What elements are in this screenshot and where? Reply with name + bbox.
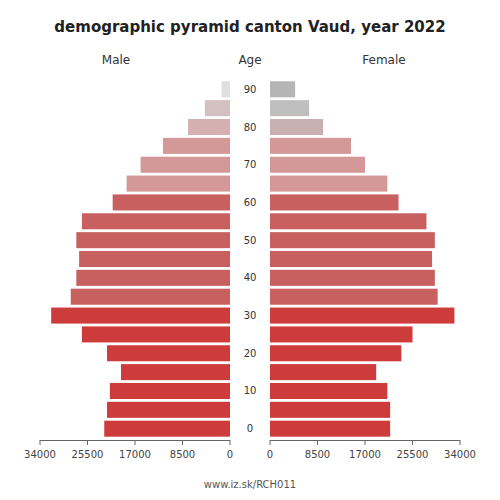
bar xyxy=(270,270,435,286)
bar xyxy=(107,402,230,418)
category-label: 0 xyxy=(247,423,253,434)
bar xyxy=(222,81,230,97)
bar xyxy=(270,119,323,135)
bar xyxy=(270,213,426,229)
bar xyxy=(110,383,230,399)
category-label: 90 xyxy=(244,84,257,95)
bar xyxy=(270,176,387,192)
tick xyxy=(270,440,271,445)
tick xyxy=(182,440,183,445)
bars xyxy=(270,81,454,436)
bar xyxy=(107,345,230,361)
tick-label: 34000 xyxy=(444,449,476,460)
tick xyxy=(317,440,318,445)
bar xyxy=(270,289,438,305)
tick-label: 0 xyxy=(227,449,233,460)
tick-label: 17000 xyxy=(119,449,151,460)
bar xyxy=(270,251,432,267)
bar xyxy=(270,157,365,173)
tick-label: 25500 xyxy=(397,449,429,460)
bar xyxy=(270,308,454,324)
bar xyxy=(205,100,230,116)
tick-label: 8500 xyxy=(305,449,330,460)
tick xyxy=(412,440,413,445)
bar xyxy=(82,213,230,229)
tick xyxy=(87,440,88,445)
bar xyxy=(51,308,230,324)
bar xyxy=(188,119,230,135)
tick xyxy=(135,440,136,445)
annotation: www.iz.sk/RCH011 xyxy=(204,479,296,490)
bar xyxy=(76,232,230,248)
bar xyxy=(82,326,230,342)
category-label: 50 xyxy=(244,235,257,246)
tick-label: 17000 xyxy=(349,449,381,460)
bar xyxy=(79,251,230,267)
x-axis: 0 8500 17000 25500 34000 xyxy=(24,440,233,460)
axis-label: Age xyxy=(238,53,261,67)
bar xyxy=(270,364,376,380)
bar xyxy=(270,421,390,437)
bar xyxy=(270,194,399,210)
tick xyxy=(230,440,231,445)
tick xyxy=(40,440,41,445)
bar xyxy=(76,270,230,286)
bar xyxy=(127,176,230,192)
chart-svg: demographic pyramid canton Vaud, year 20… xyxy=(0,0,500,500)
category-label: 70 xyxy=(244,159,257,170)
age-labels: 0 10 20 30 40 50 60 70 80 90 xyxy=(244,84,257,434)
tick-label: 8500 xyxy=(170,449,195,460)
bar xyxy=(71,289,230,305)
tick-label: 34000 xyxy=(24,449,56,460)
tick-label: 0 xyxy=(267,449,273,460)
bar xyxy=(141,157,230,173)
category-label: 40 xyxy=(244,272,257,283)
series-header: Male xyxy=(102,53,130,67)
chart-container: demographic pyramid canton Vaud, year 20… xyxy=(0,0,500,500)
category-label: 10 xyxy=(244,385,257,396)
category-label: 20 xyxy=(244,348,257,359)
tick-label: 25500 xyxy=(72,449,104,460)
category-label: 30 xyxy=(244,310,257,321)
bar xyxy=(270,100,309,116)
bar xyxy=(270,402,390,418)
bar xyxy=(270,345,401,361)
bar xyxy=(270,81,295,97)
bar xyxy=(270,138,351,154)
bar xyxy=(163,138,230,154)
bar xyxy=(270,326,413,342)
x-axis: 0 8500 17000 25500 34000 xyxy=(267,440,476,460)
bars xyxy=(51,81,230,436)
bar xyxy=(270,232,435,248)
category-label: 60 xyxy=(244,197,257,208)
category-label: 80 xyxy=(244,122,257,133)
tick xyxy=(460,440,461,445)
tick xyxy=(365,440,366,445)
bar xyxy=(113,194,230,210)
bar xyxy=(270,383,387,399)
bar xyxy=(121,364,230,380)
series-header: Female xyxy=(362,53,405,67)
title: demographic pyramid canton Vaud, year 20… xyxy=(54,18,445,36)
bar xyxy=(104,421,230,437)
